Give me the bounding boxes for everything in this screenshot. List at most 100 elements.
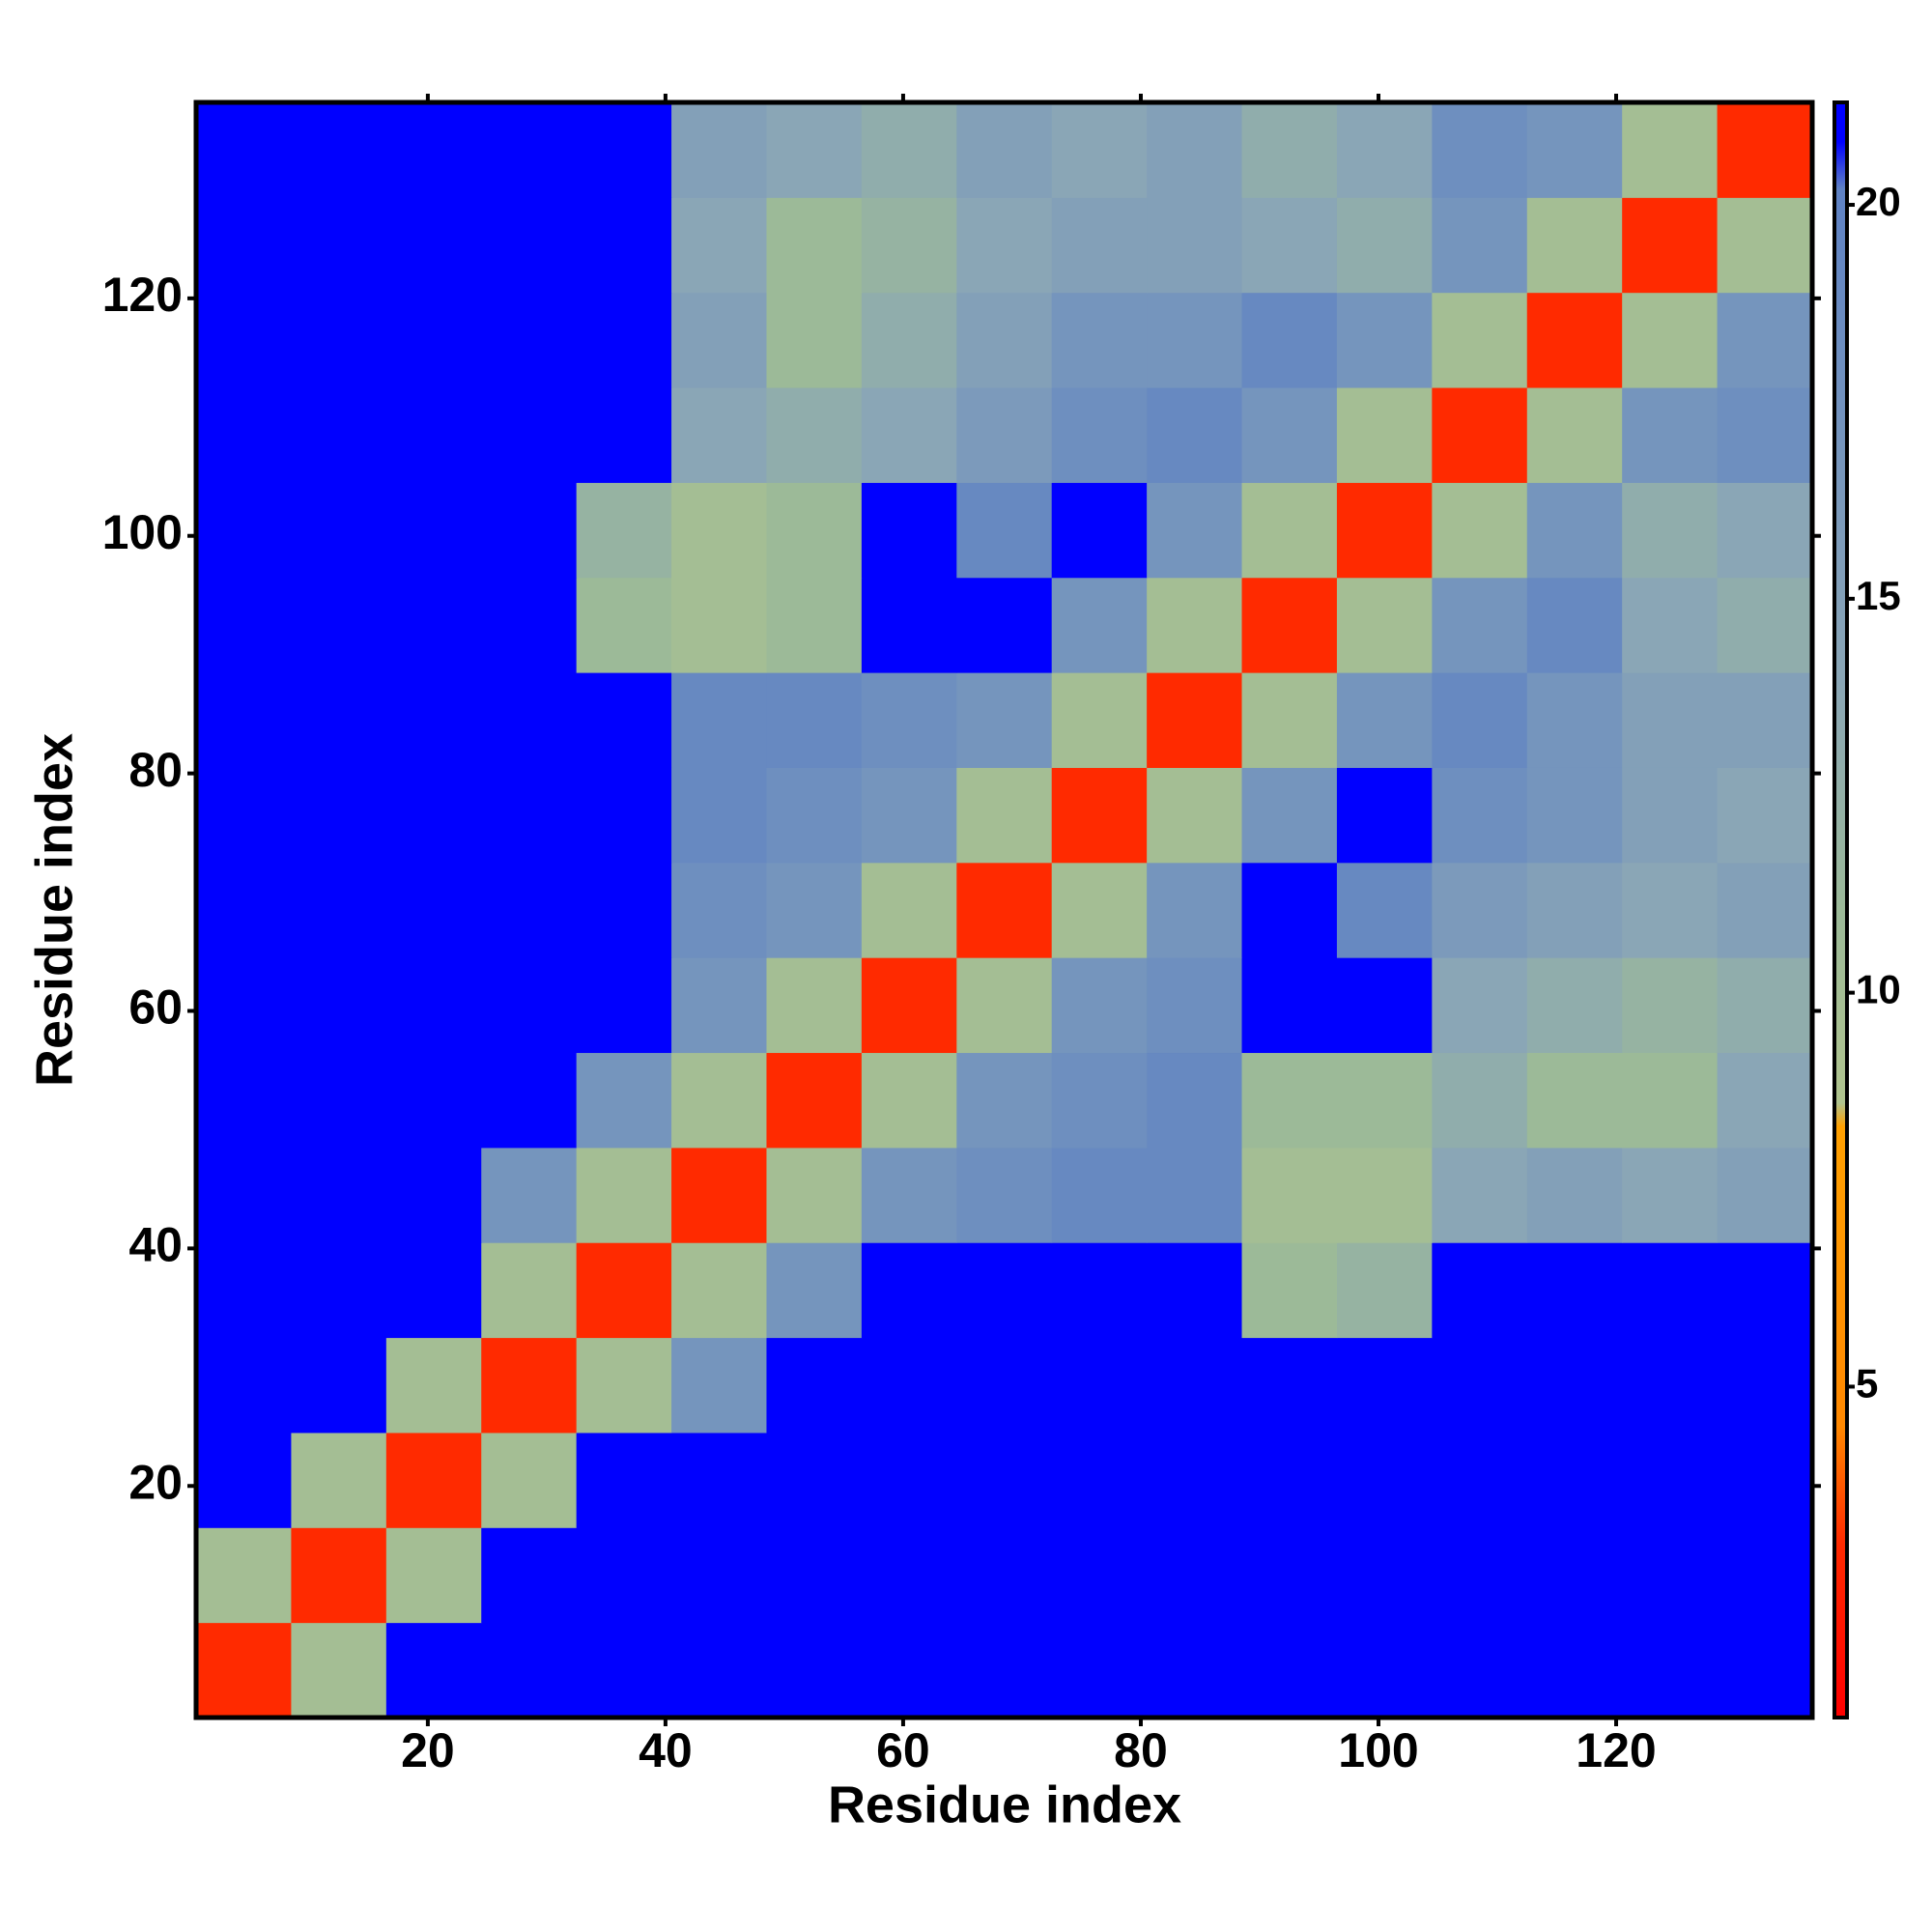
heatmap-cell <box>481 1622 578 1719</box>
x-tick-label: 100 <box>1338 1723 1418 1777</box>
heatmap-cell <box>1526 387 1623 483</box>
heatmap-cell <box>1336 1052 1433 1149</box>
heatmap-cell <box>1717 387 1813 483</box>
heatmap-cell <box>1336 1622 1433 1719</box>
x-axis-title: Residue index <box>828 1776 1181 1833</box>
heatmap-cell <box>196 577 292 673</box>
heatmap-cell <box>1241 292 1338 388</box>
heatmap-cell <box>1336 957 1433 1054</box>
heatmap-cell <box>1241 1147 1338 1243</box>
heatmap-cell <box>1622 862 1719 958</box>
heatmap-cell <box>291 292 387 388</box>
heatmap-cell <box>766 862 863 958</box>
heatmap-cell <box>1147 197 1243 294</box>
heatmap-cell <box>196 1242 292 1339</box>
heatmap-cell <box>766 292 863 388</box>
heatmap-cell <box>1051 292 1148 388</box>
heatmap-cell <box>385 672 482 768</box>
heatmap-cell <box>671 767 767 864</box>
heatmap-cell <box>1432 767 1528 864</box>
heatmap-cell <box>196 672 292 768</box>
heatmap-cell <box>861 1337 957 1434</box>
heatmap-cell <box>576 1432 672 1528</box>
heatmap-cell <box>1432 1622 1528 1719</box>
heatmap-cell <box>956 387 1053 483</box>
heatmap-cell <box>671 862 767 958</box>
heatmap-cell <box>671 672 767 768</box>
heatmap-cell <box>766 957 863 1054</box>
heatmap-cell <box>1622 1527 1719 1624</box>
heatmap-cell <box>1147 1527 1243 1624</box>
heatmap-cell <box>671 102 767 198</box>
heatmap-cell <box>1147 1242 1243 1339</box>
heatmap-cell <box>861 482 957 579</box>
heatmap-cell <box>956 1527 1053 1624</box>
heatmap-cell <box>481 1242 578 1339</box>
heatmap-cell <box>1336 1337 1433 1434</box>
heatmap-cell <box>671 1052 767 1149</box>
heatmap-cell <box>861 292 957 388</box>
colorbar-tick-label: 5 <box>1856 1361 1878 1406</box>
heatmap-cell <box>1336 1242 1433 1339</box>
heatmap-cell <box>1526 197 1623 294</box>
y-axis-title: Residue index <box>25 733 83 1087</box>
heatmap-cell <box>861 387 957 483</box>
heatmap-cell <box>1147 482 1243 579</box>
heatmap-cell <box>1051 1337 1148 1434</box>
heatmap-cell <box>576 292 672 388</box>
heatmap-cell <box>1622 1242 1719 1339</box>
heatmap-cell <box>1051 1147 1148 1243</box>
heatmap-cell <box>1336 862 1433 958</box>
heatmap-cell <box>1241 1242 1338 1339</box>
heatmap-cell <box>956 1432 1053 1528</box>
heatmap-cell <box>291 482 387 579</box>
heatmap-cell <box>1622 767 1719 864</box>
heatmap-cell <box>1147 1147 1243 1243</box>
heatmap-cell <box>1432 957 1528 1054</box>
heatmap-cell <box>956 957 1053 1054</box>
heatmap-cell <box>481 672 578 768</box>
heatmap-cell <box>1241 1337 1338 1434</box>
heatmap-cell <box>1622 387 1719 483</box>
heatmap-cell <box>671 197 767 294</box>
heatmap-cell <box>1241 102 1338 198</box>
heatmap-cell <box>385 387 482 483</box>
heatmap-cell <box>1717 1242 1813 1339</box>
heatmap-cell <box>1717 102 1813 198</box>
heatmap-cell <box>671 577 767 673</box>
heatmap-cell <box>1051 1242 1148 1339</box>
heatmap-cell <box>766 1622 863 1719</box>
heatmap-cell <box>1432 1337 1528 1434</box>
heatmap-cell <box>1622 292 1719 388</box>
heatmap-cell <box>1147 672 1243 768</box>
heatmap-cell <box>1717 1337 1813 1434</box>
heatmap-cell <box>1432 1432 1528 1528</box>
heatmap-cell <box>385 1147 482 1243</box>
heatmap-cell <box>1432 862 1528 958</box>
heatmap-cell <box>766 102 863 198</box>
heatmap-cell <box>1147 292 1243 388</box>
heatmap-cell <box>385 292 482 388</box>
heatmap-cell <box>1336 1527 1433 1624</box>
heatmap-cell <box>1526 482 1623 579</box>
heatmap-cell <box>861 1527 957 1624</box>
y-tick-label: 40 <box>128 1218 183 1272</box>
heatmap-cell <box>385 1622 482 1719</box>
heatmap-cell <box>291 767 387 864</box>
plot-frame <box>193 99 1815 1720</box>
heatmap-cell <box>481 1527 578 1624</box>
heatmap-cell <box>1622 102 1719 198</box>
heatmap-cell <box>1051 482 1148 579</box>
heatmap-cell <box>1336 482 1433 579</box>
heatmap-cell <box>766 1147 863 1243</box>
heatmap-cell <box>576 1242 672 1339</box>
heatmap-cell <box>291 1052 387 1149</box>
heatmap-cell <box>766 197 863 294</box>
heatmap-cell <box>1622 957 1719 1054</box>
heatmap-cell <box>385 1052 482 1149</box>
heatmap-cell <box>196 387 292 483</box>
heatmap-cell <box>861 1147 957 1243</box>
heatmap-cell <box>1147 1432 1243 1528</box>
heatmap-cell <box>671 1622 767 1719</box>
heatmap-cell <box>576 1052 672 1149</box>
